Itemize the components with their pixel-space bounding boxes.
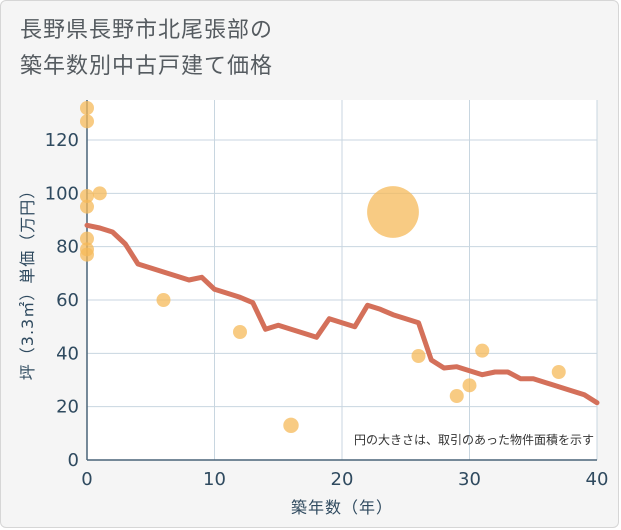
chart-title-line-2: 築年数別中古戸建て価格 [20, 54, 274, 79]
data-point [80, 231, 94, 246]
y-axis-label: 坪（3.3㎡）単価（万円） [18, 182, 37, 380]
y-tick-label: 20 [56, 397, 79, 418]
data-point [462, 378, 477, 393]
data-point [92, 186, 107, 201]
axes [86, 100, 597, 461]
y-tick-label: 0 [68, 450, 79, 471]
data-point [80, 247, 94, 262]
y-tick-label: 80 [56, 237, 79, 258]
data-point [283, 417, 299, 434]
data-point [233, 325, 247, 339]
y-tick-label: 120 [45, 130, 79, 151]
chart-title-line-1: 長野県長野市北尾張部の [20, 18, 274, 43]
grid-lines [87, 100, 598, 460]
x-tick-label: 10 [203, 469, 226, 490]
x-tick-label: 30 [458, 469, 481, 490]
x-tick-label: 0 [81, 469, 92, 490]
data-point [475, 343, 490, 358]
data-point [80, 189, 94, 203]
x-axis-label: 築年数（年） [291, 498, 393, 517]
y-tick-label: 40 [56, 343, 79, 364]
x-tick-label: 40 [586, 469, 609, 490]
data-point [551, 365, 566, 379]
y-tick-label: 100 [45, 183, 79, 204]
data-point [411, 349, 426, 363]
data-point [449, 389, 464, 403]
chart-title: 長野県長野市北尾張部の 築年数別中古戸建て価格 [20, 13, 273, 85]
data-point [367, 186, 419, 238]
tick-labels: 0 10 20 30 40 0 20 40 60 80 100 120 [45, 130, 609, 490]
data-point [80, 199, 94, 214]
average-price-line [84, 222, 600, 406]
data-points-layer [80, 101, 566, 434]
data-point [80, 101, 94, 115]
data-point [156, 293, 171, 307]
bubble-size-note: 円の大きさは、取引のあった物件面積を示す [354, 432, 594, 447]
data-point [80, 114, 94, 129]
x-tick-label: 20 [331, 469, 354, 490]
y-tick-label: 60 [56, 290, 79, 311]
average-line-layer [84, 222, 600, 406]
